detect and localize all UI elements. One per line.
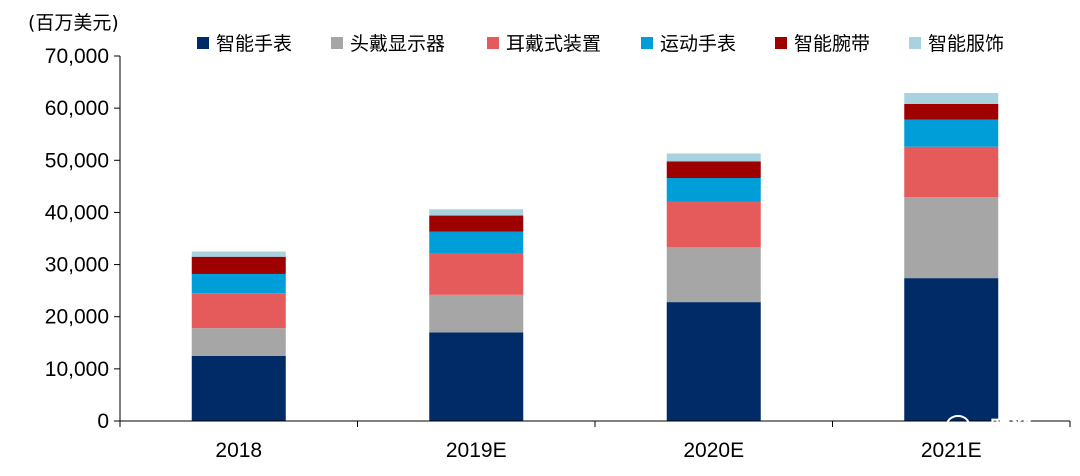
bar-segment [666,161,761,179]
y-tick-label: 30,000 [45,254,109,277]
watermark-text: 跑迎 [990,417,1032,441]
bar-segment [429,209,524,216]
bar-segment [904,119,999,147]
bars [191,93,999,421]
legend-label: 智能服饰 [928,33,1004,55]
legend-label: 运动手表 [660,33,736,55]
bar-segment [904,103,999,120]
x-axis: 2018 2019E 2020E 2021E [119,420,1071,462]
bar-segment [429,231,524,254]
bar-segment [666,201,761,248]
y-tick-label: 40,000 [45,201,109,224]
y-tick-label: 60,000 [45,97,109,120]
y-tick-label: 70,000 [45,45,109,68]
watermark: 跑迎 [946,415,1032,441]
bar-segment [904,146,999,198]
y-tick-label: 10,000 [45,358,109,381]
x-tick-label: 2020E [683,439,744,462]
bar-segment [429,215,524,232]
legend-swatch [331,37,343,49]
bar-segment [191,273,286,294]
legend-swatch [775,37,787,49]
legend: 智能手表 头戴显示器 耳戴式装置 运动手表 智能腕带 智能服饰 [197,33,1004,55]
bar-segment [191,293,286,329]
legend-label: 耳戴式装置 [506,33,601,55]
y-axis: 0 10,000 20,000 30,000 40,000 50,000 60,000 70,… [45,45,121,433]
legend-swatch [197,37,209,49]
y-tick-label: 50,000 [45,149,109,172]
y-tick-label: 0 [97,410,109,433]
unit-label: (百万美元) [28,12,119,34]
bar-segment [191,251,286,257]
bar-segment [666,302,761,421]
bar-segment [191,256,286,274]
legend-swatch [641,37,653,49]
bar-segment [666,178,761,202]
bar-segment [666,247,761,303]
legend-swatch [487,37,499,49]
legend-label: 智能腕带 [794,33,870,55]
x-tick-label: 2021E [921,439,982,462]
bar-segment [429,294,524,333]
wechat-icon [946,415,979,440]
bar-segment [191,355,286,421]
x-tick-label: 2019E [446,439,507,462]
bar-segment [191,328,286,356]
bar-segment [429,332,524,421]
x-tick-label: 2018 [215,439,262,462]
legend-swatch [909,37,921,49]
bar-segment [904,93,999,104]
bar-segment [666,153,761,162]
bar-segment [429,253,524,295]
bar-segment [904,197,999,279]
legend-label: 头戴显示器 [350,33,445,55]
legend-label: 智能手表 [216,33,292,55]
bar-segment [904,278,999,421]
y-tick-label: 20,000 [45,306,109,329]
